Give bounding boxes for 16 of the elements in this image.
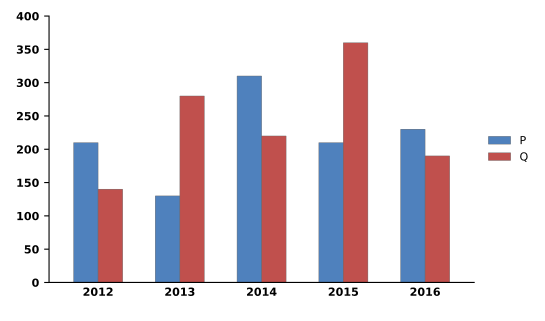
x-tick-label: 2016 [410, 288, 440, 296]
x-tick-label: 2015 [328, 288, 358, 296]
y-tick-label: 250 [17, 112, 39, 120]
y-tick-label: 150 [17, 178, 39, 187]
y-tick-label: 50 [24, 245, 39, 254]
x-tick-label: 2012 [84, 288, 113, 296]
y-tick-label: 300 [16, 78, 39, 88]
y-tick-label: 100 [17, 212, 39, 220]
legend-label: Q [520, 152, 528, 162]
y-tick-label: 0 [32, 278, 39, 287]
y-tick-label: 400 [16, 12, 39, 20]
x-tick-label: 2013 [165, 288, 194, 296]
legend-label: P [520, 136, 526, 144]
y-tick-label: 200 [17, 145, 39, 154]
x-tick-label: 2014 [247, 288, 277, 296]
y-tick-label: 350 [16, 45, 39, 54]
